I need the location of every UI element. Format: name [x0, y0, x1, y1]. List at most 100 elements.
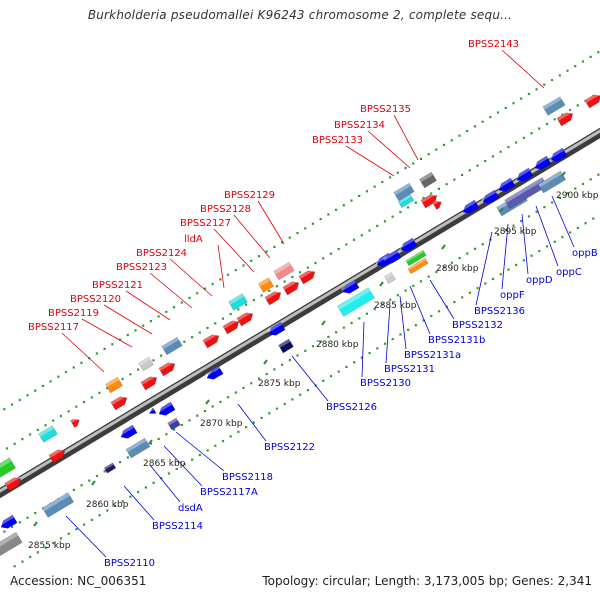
guide-dot [445, 183, 448, 186]
guide-dot [353, 361, 356, 364]
guide-dot [221, 439, 225, 443]
guide-dot [214, 322, 217, 325]
guide-line-outer-reverse [13, 217, 595, 568]
guide-dot [334, 208, 338, 211]
reverse-gene-label: BPSS2131a [404, 350, 461, 361]
guide-dot [399, 333, 402, 336]
guide-dot [206, 449, 209, 452]
reverse-label-line [149, 464, 181, 503]
reverse-gene-arrow [266, 321, 286, 336]
guide-dot [329, 252, 333, 255]
forward-gene-arrow [140, 374, 158, 391]
guide-dot [311, 222, 315, 225]
guide-dot [468, 169, 471, 172]
reverse-label-line [291, 355, 329, 402]
forward-label-line [233, 214, 271, 259]
gene-features [0, 92, 600, 557]
gene-box-navy [278, 338, 294, 354]
scale-label: 2900 kbp [556, 191, 599, 201]
reverse-label-line [409, 285, 431, 335]
guide-dot [412, 284, 415, 288]
guide-dot [119, 460, 122, 464]
gene-box-steelblue [393, 182, 415, 202]
scale-tick [148, 439, 153, 445]
guide-dot [190, 336, 194, 339]
guide-dot [558, 74, 561, 77]
guide-dot [466, 129, 469, 133]
guide-dot [299, 393, 302, 396]
guide-dot [566, 69, 569, 72]
guide-dot [427, 153, 430, 156]
reverse-label-line [501, 223, 509, 290]
guide-dot [327, 335, 330, 339]
forward-label-line [257, 200, 285, 245]
forward-label-line [103, 304, 153, 335]
reverse-gene-label: BPSS2126 [326, 402, 377, 413]
guide-dot [83, 523, 86, 526]
guide-dot [522, 136, 525, 139]
reverse-gene-arrow [0, 514, 18, 529]
guide-dot [13, 565, 16, 568]
guide-dot [527, 92, 531, 96]
forward-gene-label: BPSS2127 [180, 218, 231, 229]
guide-dot [82, 400, 86, 404]
guide-dot [419, 157, 423, 160]
guide-dot [520, 97, 523, 100]
guide-dot [95, 474, 99, 478]
guide-dot [453, 300, 456, 304]
guide-dot [44, 546, 47, 549]
scale-label: 2870 kbp [200, 419, 243, 429]
scale-tick [379, 281, 384, 287]
guide-dot [458, 257, 461, 260]
guide-dot [391, 215, 394, 218]
guide-dot [44, 424, 47, 427]
forward-gene-arrow [48, 447, 66, 464]
reverse-label-line [551, 195, 575, 248]
reverse-gene-arrow [532, 155, 552, 170]
map-title: Burkholderia pseudomallei K96243 chromos… [87, 8, 513, 22]
forward-gene-arrow [158, 360, 176, 377]
reverse-gene-label: BPSS2117A [200, 487, 258, 498]
gene-box-steelblue [537, 170, 567, 194]
reverse-gene-arrow [460, 199, 480, 214]
guide-dot [134, 329, 137, 332]
guide-line-outer-forward [3, 51, 600, 411]
guide-dot [252, 421, 255, 424]
gene-box-pink [273, 261, 295, 281]
guide-dot [106, 387, 109, 390]
guide-dot [152, 481, 155, 484]
guide-dot [345, 243, 348, 246]
scale-label: 2855 kbp [28, 541, 71, 551]
guide-dot [484, 282, 487, 285]
scale-label: 2880 kbp [316, 340, 359, 350]
guide-dot [538, 249, 541, 253]
guide-dot [597, 173, 600, 176]
gene-small-blue [147, 407, 157, 414]
reverse-gene-label: oppF [500, 290, 525, 301]
accession-text: Accession: NC_006351 [10, 574, 147, 588]
forward-label-line [393, 114, 419, 161]
forward-gene-arrow [420, 192, 438, 209]
guide-dot [103, 347, 106, 350]
forward-gene-arrow [202, 332, 220, 349]
guide-dot [29, 555, 32, 559]
guide-dot [561, 113, 564, 116]
reverse-gene-label: BPSS2131 [384, 364, 435, 375]
guide-dot [514, 141, 518, 144]
guide-dot [376, 224, 379, 228]
guide-dot [98, 391, 101, 394]
guide-dot [250, 259, 253, 262]
guide-dot [568, 108, 572, 112]
guide-dot [219, 278, 222, 281]
guide-dot [473, 247, 477, 250]
guide-dot [553, 240, 556, 243]
guide-dot [268, 289, 271, 292]
forward-gene-label: BPSS2133 [312, 135, 363, 146]
guide-dot [530, 132, 533, 135]
guide-dot [388, 176, 392, 179]
reverse-label-line [163, 445, 203, 487]
forward-gene-label: BPSS2117 [28, 322, 79, 333]
guide-dot [157, 315, 160, 318]
forward-label-line [81, 318, 133, 348]
scale-label: 2885 kbp [374, 301, 417, 311]
